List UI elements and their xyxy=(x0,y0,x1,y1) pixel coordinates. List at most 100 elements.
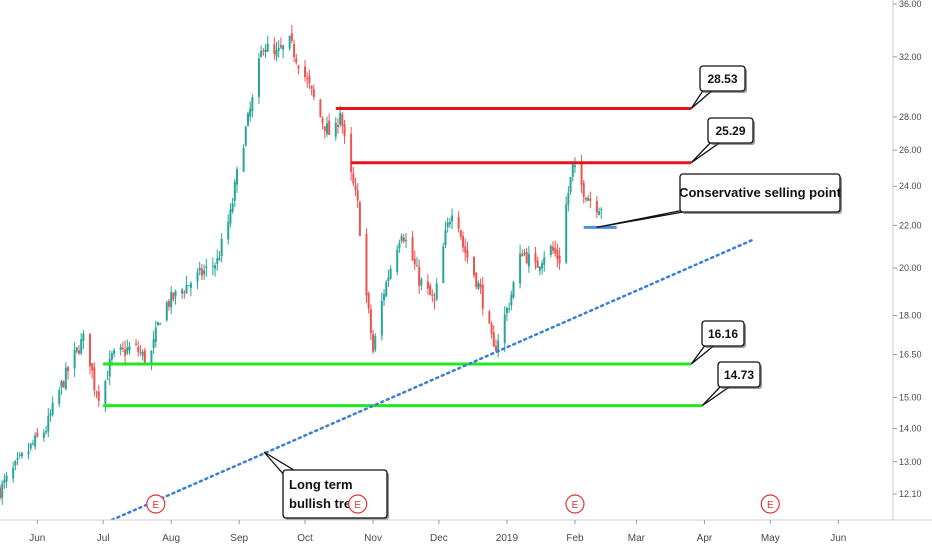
time-tick-label: Jul xyxy=(97,533,110,544)
candle-body xyxy=(418,266,421,286)
price-tick-label: 24.00 xyxy=(899,181,922,191)
price-tick-label: 36.00 xyxy=(899,0,922,9)
candle-body xyxy=(402,237,405,242)
candle-body xyxy=(358,202,361,236)
candle-body xyxy=(587,198,590,201)
candle-body xyxy=(556,250,559,259)
callout-trend-line2: bullish trend xyxy=(289,496,367,511)
candle-body xyxy=(181,289,184,294)
candle-body xyxy=(126,347,129,354)
candle-body xyxy=(183,292,186,294)
candle-body xyxy=(233,181,236,201)
candle-body xyxy=(503,314,506,344)
candle-body xyxy=(172,292,175,300)
candle-body xyxy=(141,351,144,356)
candle-body xyxy=(51,402,54,415)
candle-body xyxy=(497,340,500,352)
candle-body xyxy=(457,216,460,229)
candle-body xyxy=(137,346,140,352)
candle-body xyxy=(396,249,399,272)
candle-body xyxy=(167,301,170,307)
candle-body xyxy=(244,126,247,146)
callout-28-53-label: 28.53 xyxy=(707,72,737,86)
candle-body xyxy=(354,185,357,190)
candle-body xyxy=(328,120,331,135)
candle-body xyxy=(60,381,63,388)
candle-body xyxy=(106,378,109,380)
candle-body xyxy=(442,246,445,283)
candle-body xyxy=(525,251,528,264)
candle-body xyxy=(477,282,480,289)
candle-body xyxy=(466,250,469,258)
candle-body xyxy=(49,413,52,416)
candle-body xyxy=(398,243,401,249)
price-tick-label: 12.10 xyxy=(899,489,922,499)
candle-body xyxy=(203,270,206,275)
candle-body xyxy=(257,58,260,97)
candlestick-series xyxy=(0,25,603,505)
candle-body xyxy=(14,461,17,466)
candle-body xyxy=(20,453,23,457)
callout-selling-label: Conservative selling point xyxy=(679,185,841,200)
price-tick-label: 20.00 xyxy=(899,263,922,273)
candle-body xyxy=(108,359,111,377)
candle-body xyxy=(584,197,587,200)
candle-body xyxy=(185,284,188,294)
candle-body xyxy=(580,163,583,185)
candle-body xyxy=(413,258,416,265)
candle-body xyxy=(198,267,201,271)
candle-body xyxy=(27,451,30,455)
candle-body xyxy=(16,457,19,460)
candle-body xyxy=(341,114,344,126)
candle-body xyxy=(598,211,601,216)
candle-body xyxy=(295,58,298,63)
time-tick-label: 2019 xyxy=(496,533,519,544)
candle-body xyxy=(91,363,94,371)
candle-body xyxy=(229,209,232,224)
candle-body xyxy=(88,333,91,367)
candle-body xyxy=(356,190,359,201)
candle-body xyxy=(58,390,61,404)
candle-body xyxy=(582,183,585,198)
candle-body xyxy=(312,89,315,97)
candle-body xyxy=(143,350,146,363)
candle-body xyxy=(220,239,223,257)
candle-body xyxy=(433,299,436,301)
candle-body xyxy=(431,294,434,297)
callout-14-73-label: 14.73 xyxy=(724,368,754,382)
candle-body xyxy=(262,50,265,52)
candle-body xyxy=(251,97,254,112)
candle-body xyxy=(290,33,293,41)
candle-body xyxy=(211,265,214,267)
trend-line xyxy=(99,238,754,526)
candle-body xyxy=(343,124,346,136)
candle-body xyxy=(541,263,544,269)
candle-body xyxy=(124,349,127,356)
candle-body xyxy=(154,327,157,343)
candle-body xyxy=(64,367,67,390)
candle-body xyxy=(288,36,291,49)
candle-body xyxy=(139,351,142,353)
time-tick-label: Mar xyxy=(628,533,646,544)
candle-body xyxy=(435,283,438,300)
candle-body xyxy=(538,266,541,271)
candle-body xyxy=(236,169,239,185)
candle-body xyxy=(135,343,138,345)
candle-body xyxy=(510,294,513,306)
callout-selling-pointer xyxy=(596,209,695,229)
candle-body xyxy=(400,235,403,241)
candle-body xyxy=(279,45,282,48)
candle-body xyxy=(62,381,65,388)
bullish-trendline xyxy=(99,238,754,526)
candle-body xyxy=(152,338,155,348)
time-tick-label: Oct xyxy=(297,533,313,544)
price-tick-label: 32.00 xyxy=(899,52,922,62)
candle-body xyxy=(75,347,78,352)
time-tick-label: Apr xyxy=(697,533,713,544)
candle-body xyxy=(3,479,6,484)
candle-body xyxy=(73,349,76,369)
candle-body xyxy=(277,47,280,51)
candle-body xyxy=(18,454,21,456)
